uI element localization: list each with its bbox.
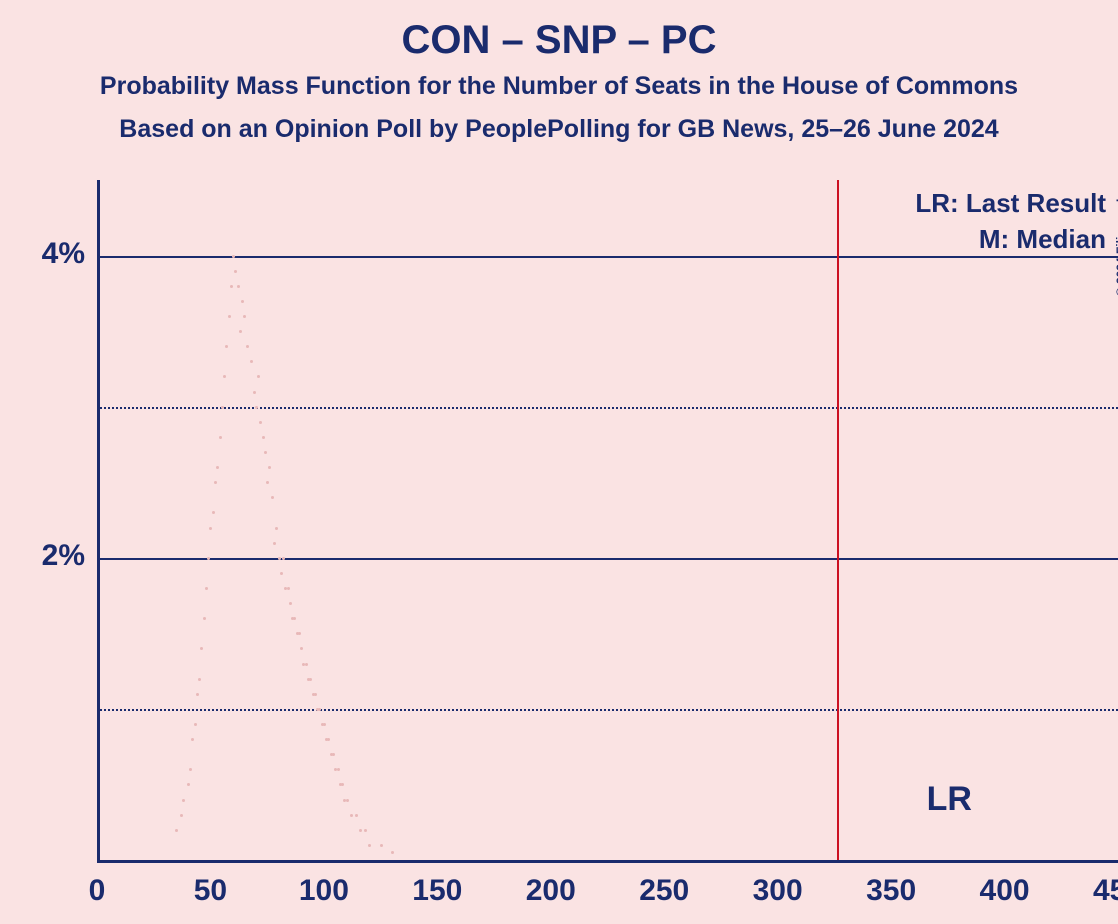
pmf-point — [300, 647, 303, 650]
pmf-point — [239, 330, 242, 333]
pmf-point — [255, 406, 258, 409]
pmf-point — [209, 527, 212, 530]
gridline-minor — [97, 407, 1118, 409]
pmf-point — [355, 814, 358, 817]
gridline-major — [97, 256, 1118, 258]
chart-subtitle-1: Probability Mass Function for the Number… — [0, 72, 1118, 101]
pmf-point — [175, 829, 178, 832]
pmf-point — [230, 285, 233, 288]
pmf-point — [364, 829, 367, 832]
pmf-point — [221, 406, 224, 409]
x-tick-label: 350 — [866, 874, 916, 908]
chart-plot-area: LR: Last Result M: Median LR — [97, 180, 1118, 860]
legend-last-result: LR: Last Result — [915, 188, 1106, 219]
pmf-point — [359, 829, 362, 832]
legend-median: M: Median — [979, 224, 1106, 255]
pmf-point — [298, 632, 301, 635]
pmf-point — [268, 466, 271, 469]
pmf-point — [278, 557, 281, 560]
pmf-point — [273, 542, 276, 545]
pmf-point — [234, 270, 237, 273]
x-tick-label: 150 — [412, 874, 462, 908]
pmf-point — [327, 738, 330, 741]
pmf-point — [275, 527, 278, 530]
last-result-line — [837, 180, 839, 860]
pmf-point — [323, 723, 326, 726]
pmf-point — [259, 421, 262, 424]
pmf-point — [237, 285, 240, 288]
x-tick-label: 200 — [526, 874, 576, 908]
lr-label: LR — [927, 780, 972, 819]
pmf-point — [350, 814, 353, 817]
pmf-point — [391, 851, 394, 854]
pmf-point — [337, 768, 340, 771]
x-tick-label: 100 — [299, 874, 349, 908]
pmf-point — [309, 678, 312, 681]
pmf-point — [287, 587, 290, 590]
pmf-point — [205, 587, 208, 590]
pmf-point — [380, 844, 383, 847]
x-tick-label: 250 — [639, 874, 689, 908]
chart-title: CON – SNP – PC — [0, 18, 1118, 63]
pmf-point — [289, 602, 292, 605]
y-axis — [97, 180, 100, 860]
pmf-point — [198, 678, 201, 681]
pmf-point — [368, 844, 371, 847]
pmf-point — [243, 315, 246, 318]
x-tick-label: 400 — [980, 874, 1030, 908]
pmf-point — [196, 693, 199, 696]
pmf-point — [203, 617, 206, 620]
pmf-point — [225, 345, 228, 348]
pmf-point — [280, 572, 283, 575]
pmf-point — [346, 799, 349, 802]
pmf-point — [212, 511, 215, 514]
pmf-point — [246, 345, 249, 348]
gridline-minor — [97, 709, 1118, 711]
pmf-point — [214, 481, 217, 484]
x-tick-label: 0 — [89, 874, 106, 908]
x-tick-label: 450 — [1093, 874, 1118, 908]
chart-subtitle-2: Based on an Opinion Poll by PeoplePollin… — [0, 115, 1118, 144]
pmf-point — [262, 436, 265, 439]
pmf-point — [282, 557, 285, 560]
pmf-point — [314, 693, 317, 696]
pmf-point — [341, 783, 344, 786]
pmf-point — [228, 315, 231, 318]
pmf-point — [257, 375, 260, 378]
x-axis — [97, 860, 1118, 863]
pmf-point — [191, 738, 194, 741]
pmf-point — [182, 799, 185, 802]
pmf-point — [194, 723, 197, 726]
pmf-point — [216, 466, 219, 469]
pmf-point — [187, 783, 190, 786]
pmf-point — [332, 753, 335, 756]
pmf-point — [180, 814, 183, 817]
pmf-point — [232, 255, 235, 258]
pmf-point — [266, 481, 269, 484]
pmf-point — [223, 375, 226, 378]
pmf-point — [253, 391, 256, 394]
pmf-point — [207, 557, 210, 560]
gridline-major — [97, 558, 1118, 560]
pmf-point — [271, 496, 274, 499]
pmf-point — [293, 617, 296, 620]
pmf-point — [305, 663, 308, 666]
pmf-point — [200, 647, 203, 650]
x-tick-label: 300 — [753, 874, 803, 908]
pmf-point — [219, 436, 222, 439]
y-tick-label: 4% — [5, 237, 85, 271]
pmf-point — [189, 768, 192, 771]
pmf-point — [250, 360, 253, 363]
x-tick-label: 50 — [194, 874, 227, 908]
y-tick-label: 2% — [5, 539, 85, 573]
pmf-point — [264, 451, 267, 454]
pmf-point — [241, 300, 244, 303]
